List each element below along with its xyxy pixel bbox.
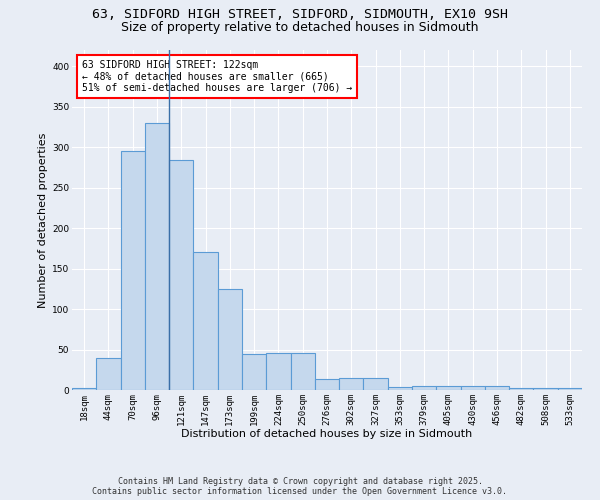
Bar xyxy=(509,388,533,390)
Bar xyxy=(193,252,218,390)
Bar xyxy=(315,378,339,390)
Bar xyxy=(145,123,169,390)
Bar xyxy=(290,353,315,390)
Bar xyxy=(121,151,145,390)
Text: 63 SIDFORD HIGH STREET: 122sqm
← 48% of detached houses are smaller (665)
51% of: 63 SIDFORD HIGH STREET: 122sqm ← 48% of … xyxy=(82,60,352,94)
Text: Size of property relative to detached houses in Sidmouth: Size of property relative to detached ho… xyxy=(121,21,479,34)
Bar xyxy=(218,289,242,390)
Bar xyxy=(339,378,364,390)
Bar xyxy=(533,388,558,390)
Bar xyxy=(461,386,485,390)
Text: 63, SIDFORD HIGH STREET, SIDFORD, SIDMOUTH, EX10 9SH: 63, SIDFORD HIGH STREET, SIDFORD, SIDMOU… xyxy=(92,8,508,20)
Y-axis label: Number of detached properties: Number of detached properties xyxy=(38,132,48,308)
Bar xyxy=(364,378,388,390)
Bar xyxy=(72,388,96,390)
Bar xyxy=(242,354,266,390)
Bar xyxy=(558,388,582,390)
Bar xyxy=(388,387,412,390)
Bar xyxy=(485,386,509,390)
Text: Contains HM Land Registry data © Crown copyright and database right 2025.
Contai: Contains HM Land Registry data © Crown c… xyxy=(92,476,508,496)
Bar xyxy=(266,353,290,390)
Bar xyxy=(436,386,461,390)
X-axis label: Distribution of detached houses by size in Sidmouth: Distribution of detached houses by size … xyxy=(181,429,473,439)
Bar xyxy=(412,386,436,390)
Bar xyxy=(96,358,121,390)
Bar xyxy=(169,160,193,390)
